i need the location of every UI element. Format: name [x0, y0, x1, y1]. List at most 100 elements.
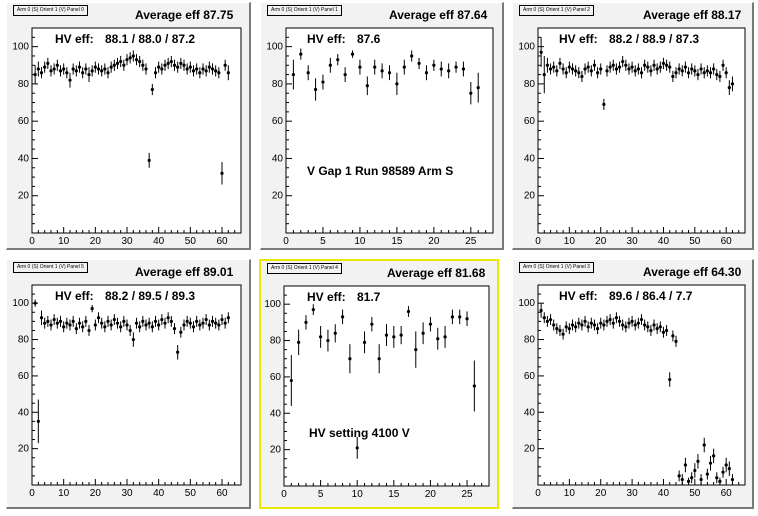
data-marker [715, 72, 719, 77]
y-tick-label: 100 [12, 298, 29, 309]
data-marker [198, 71, 202, 75]
data-point [217, 319, 221, 331]
data-point [633, 319, 637, 331]
data-point [595, 67, 600, 79]
data-point [291, 59, 295, 90]
data-point [207, 319, 211, 331]
data-point [131, 50, 135, 62]
hv-eff-label: HV eff: [559, 289, 598, 303]
data-marker [630, 319, 634, 323]
chart-panel-0[interactable]: Arm 0 (S) Orient 1 (V) Panel 0 Average e… [6, 2, 251, 250]
y-tick-label: 80 [524, 79, 536, 90]
y-tick-label: 100 [518, 298, 535, 309]
chart-panel-2[interactable]: Arm 0 (S) Orient 1 (V) Panel 2 Average e… [512, 2, 754, 250]
data-marker [705, 472, 709, 476]
data-marker [125, 58, 129, 62]
data-point [188, 317, 192, 329]
data-point [592, 59, 597, 71]
x-tick-label: 25 [465, 236, 477, 247]
data-point [147, 152, 151, 168]
y-tick-label: 40 [524, 153, 536, 164]
y-tick-label: 100 [264, 299, 281, 310]
data-marker [128, 56, 132, 60]
data-marker [49, 69, 53, 73]
data-point [561, 63, 565, 75]
data-point [693, 65, 697, 77]
data-point [125, 54, 129, 66]
data-point [220, 162, 224, 185]
data-marker [172, 63, 177, 67]
data-point [715, 69, 719, 81]
y-tick-label: 80 [270, 336, 282, 347]
data-marker [552, 323, 556, 327]
x-tick-label: 60 [216, 236, 228, 247]
data-point [595, 323, 600, 335]
data-point [147, 317, 151, 329]
data-marker [134, 58, 139, 62]
data-point [358, 59, 362, 75]
data-marker [333, 331, 337, 335]
data-point [377, 344, 381, 374]
data-point [599, 317, 603, 329]
data-marker [220, 317, 224, 322]
chart-panel-4[interactable]: Arm 0 (S) Orient 1 (V) Panel 4 Average e… [259, 259, 499, 509]
data-marker [166, 316, 170, 320]
data-marker [289, 378, 293, 383]
data-point [217, 67, 221, 79]
data-marker [708, 71, 713, 75]
data-point [201, 317, 205, 329]
panel-title-box: Arm 0 (S) Orient 1 (V) Panel 1 [267, 5, 342, 16]
data-marker [122, 319, 126, 323]
data-point [548, 314, 553, 325]
data-point [106, 315, 110, 327]
data-marker [602, 102, 606, 107]
data-marker [87, 328, 91, 333]
data-marker [141, 319, 145, 323]
data-marker [447, 69, 451, 73]
data-point [677, 470, 681, 482]
y-tick-label: 100 [518, 42, 535, 53]
data-marker [207, 65, 211, 69]
data-marker [65, 71, 69, 75]
data-marker [195, 67, 199, 71]
chart-panel-3[interactable]: Arm 0 (S) Orient 1 (V) Panel 5 Average e… [6, 259, 251, 509]
data-marker [55, 321, 59, 325]
x-tick-label: 20 [595, 488, 607, 499]
data-point [93, 319, 97, 331]
plot-area: 0 5 10 15 20 25 20 40 60 80 100 HV eff: 87.6 V Gap 1 … [266, 27, 494, 247]
data-point [326, 329, 330, 352]
data-point [406, 306, 411, 317]
x-tick-label: 0 [535, 236, 541, 247]
data-marker [204, 317, 208, 322]
data-point [465, 311, 469, 326]
data-marker [627, 67, 631, 71]
data-marker [690, 476, 694, 480]
y-tick-label: 40 [524, 407, 536, 418]
data-marker [147, 158, 151, 162]
x-tick-label: 20 [90, 236, 102, 247]
data-point [671, 70, 675, 83]
data-point [49, 319, 53, 331]
data-marker [103, 325, 107, 329]
data-point [636, 317, 640, 329]
data-point [160, 314, 164, 325]
data-point [436, 327, 440, 350]
data-marker [461, 67, 466, 71]
data-marker [395, 82, 399, 86]
data-marker [336, 58, 340, 62]
data-point [191, 321, 196, 333]
x-tick-label: 20 [428, 236, 440, 247]
chart-panel-5[interactable]: Arm 0 (S) Orient 1 (V) Panel 3 Average e… [512, 259, 754, 509]
data-marker [49, 323, 53, 327]
data-point [103, 321, 107, 333]
data-point [599, 63, 603, 75]
panel-title-box: Arm 0 (S) Orient 1 (V) Panel 4 [267, 263, 342, 274]
x-tick-label: 10 [352, 489, 364, 500]
data-marker [96, 316, 101, 320]
data-marker [724, 71, 728, 75]
chart-panel-1[interactable]: Arm 0 (S) Orient 1 (V) Panel 1 Average e… [260, 2, 504, 250]
data-marker [299, 52, 303, 56]
data-marker [602, 323, 606, 327]
data-marker [166, 61, 170, 66]
data-marker [677, 474, 681, 478]
